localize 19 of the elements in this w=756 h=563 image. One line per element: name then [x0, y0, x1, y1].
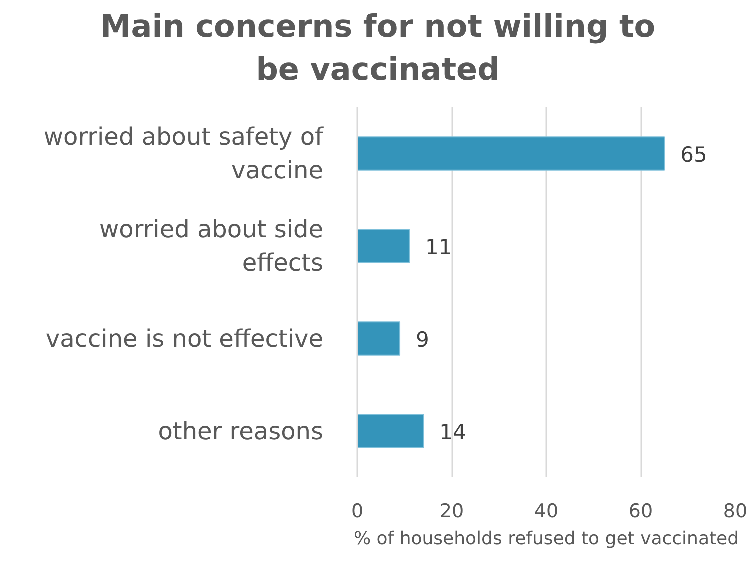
chart-title: Main concerns for not willing to be vaccinated [100, 8, 656, 90]
bar [358, 136, 666, 171]
y-tick-label: worried about safety of vaccine [44, 122, 324, 185]
x-tick-label: 0 [351, 500, 364, 522]
data-label: 9 [416, 328, 430, 352]
x-tick-label: 40 [534, 500, 559, 522]
bar [358, 229, 410, 264]
y-tick-label: vaccine is not effective [46, 324, 324, 353]
bar [358, 322, 401, 356]
data-label: 11 [425, 235, 452, 260]
x-axis-title: % of households refused to get vaccinated [354, 528, 740, 550]
data-label: 65 [680, 142, 708, 167]
x-tick-label: 80 [723, 500, 748, 522]
x-tick-label: 20 [440, 500, 464, 522]
x-tick-label: 60 [628, 500, 654, 522]
y-tick-label: worried about side effects [100, 215, 324, 278]
y-tick-label: other reasons [158, 417, 324, 446]
bar [358, 414, 424, 448]
data-label: 14 [440, 420, 466, 444]
